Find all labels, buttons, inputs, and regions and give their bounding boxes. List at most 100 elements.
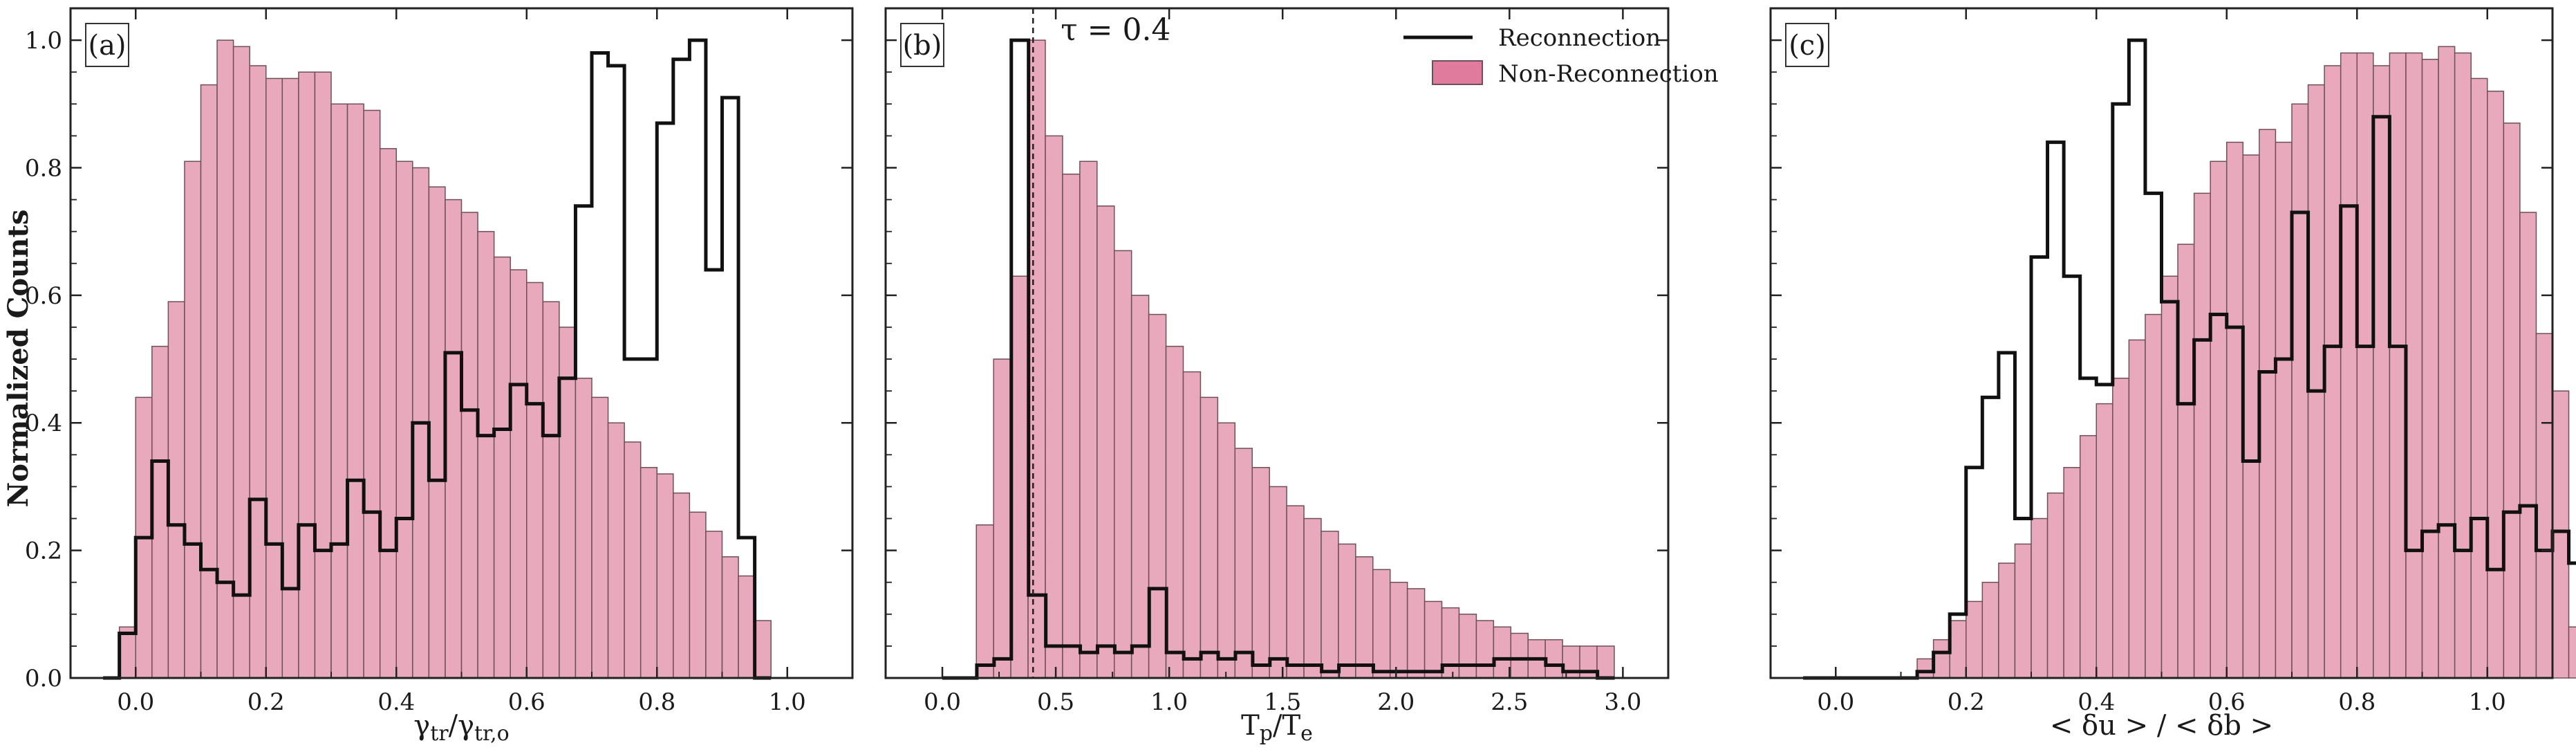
- panel-c-bar: [1932, 639, 1950, 679]
- panel-c-bar: [2373, 65, 2391, 679]
- panel-a-bar: [184, 161, 202, 679]
- panel-b-bar: [1544, 639, 1563, 679]
- panel-c-bar: [2046, 492, 2064, 679]
- panel-b-bar: [1200, 396, 1219, 679]
- panel-b-bar: [976, 524, 994, 679]
- panel-a-bar: [330, 103, 348, 679]
- panel-a-bar: [754, 620, 772, 679]
- panel-a-bar: [395, 161, 413, 679]
- panel-c-bar: [2193, 192, 2211, 679]
- x-tick-label: 3.0: [1604, 688, 1641, 716]
- panel-c-bar: [2291, 103, 2309, 679]
- panel-a-bar: [314, 71, 332, 679]
- panel-a-bar: [379, 148, 397, 679]
- panel-c-bar: [2487, 91, 2505, 679]
- panel-b-bar: [1493, 626, 1512, 679]
- panel-a-bar: [705, 531, 723, 679]
- panel-a-bar: [591, 396, 609, 679]
- panel-a-bars: [118, 39, 772, 679]
- panel-c-bar: [1949, 620, 1967, 679]
- panel-c-bar: [2470, 77, 2488, 679]
- x-tick-label: 0.2: [248, 688, 285, 716]
- panel-a-bar: [493, 256, 511, 679]
- panel-a-bar: [624, 441, 642, 679]
- panel-b-bar: [1269, 486, 1287, 679]
- x-tick-label: 1.0: [1150, 688, 1188, 716]
- panel-c-bar: [2275, 141, 2293, 679]
- panel-c-bar: [2259, 129, 2277, 679]
- panel-a-bar: [167, 301, 185, 679]
- panel-c-bar: [1981, 581, 1999, 679]
- panel-a-bar: [460, 212, 478, 679]
- panel-a-bar: [477, 230, 495, 679]
- panel-c-bar: [2356, 52, 2374, 679]
- panel-c-reconnection-line: [1803, 38, 2576, 680]
- panel-a-bar: [265, 77, 283, 679]
- panel-c-ticks: 0.0 0.2 0.4 0.6 0.8 1.0: [1771, 8, 2552, 716]
- panel-c-bar: [2421, 59, 2439, 679]
- panel-a-tag: (a): [88, 30, 126, 62]
- panel-c-bar: [1998, 562, 2016, 679]
- panel-b-reconnection-line: [942, 38, 1615, 680]
- x-tick-label: 0.4: [377, 688, 415, 716]
- panel-c-bar: [2503, 122, 2521, 679]
- x-tick-label: 0.6: [508, 688, 545, 716]
- panel-b-bar: [1027, 39, 1046, 679]
- panel-c-bar: [2535, 333, 2553, 679]
- panel-c-bar: [2145, 313, 2163, 679]
- panel-c-bar: [2096, 403, 2113, 679]
- panel-a-tag-box: [85, 23, 129, 67]
- panel-a-bar: [346, 103, 364, 679]
- panel-c-tag-box: [1785, 23, 1829, 67]
- panel-a-bar: [510, 269, 528, 679]
- panel-c-bar: [2160, 275, 2178, 679]
- panel-c-bar: [1916, 658, 1934, 679]
- y-tick-label: 1.0: [25, 27, 62, 55]
- panel-b-bar: [1096, 205, 1115, 679]
- panel-c-bar: [2014, 543, 2032, 679]
- panel-c-bar: [2112, 377, 2130, 679]
- panel-a-bar: [151, 345, 169, 679]
- panel-a-bar: [445, 199, 463, 679]
- panel-c-bar: [2454, 52, 2472, 679]
- panel-c-bar: [2389, 52, 2407, 679]
- panel-c-bar: [2128, 339, 2146, 679]
- panel-c-bar: [2568, 626, 2576, 679]
- panel-c-bar: [2242, 154, 2260, 679]
- x-tick-label: 2.0: [1377, 688, 1415, 716]
- panel-a-xlabel: γtr/γtr,o: [413, 710, 509, 746]
- panel-b-tag-box: [900, 23, 944, 67]
- x-tick-label: 0.6: [2208, 688, 2246, 716]
- panel-b-bar: [1406, 588, 1426, 679]
- panel-b-bar: [1596, 645, 1615, 679]
- panel-a-bar: [673, 492, 691, 679]
- panel-b-bar: [1130, 295, 1150, 679]
- x-tick-label: 0.0: [1817, 688, 1854, 716]
- panel-b-bar: [1389, 581, 1408, 679]
- panel-c-bar: [2552, 390, 2570, 679]
- panel-b-bar: [1372, 569, 1391, 679]
- panel-a-bar: [656, 473, 674, 679]
- x-tick-label: 0.8: [2338, 688, 2376, 716]
- panel-b-ticks: 0.0 0.5 1.0 1.5 2.0 2.5 3.0: [886, 8, 1668, 716]
- panel-b-bar: [1045, 135, 1063, 679]
- panel-a-bar: [428, 186, 446, 679]
- panel-a-bar: [298, 71, 316, 679]
- panel-b-bar: [1441, 607, 1460, 679]
- panel-c-bar: [2405, 52, 2423, 679]
- panel-a-bar: [607, 422, 625, 679]
- panel-a: 0.0 0.2 0.4 0.6 0.8 1.0 0.0 0.2 0.4 0.6 0.8 1.0 (a)…: [25, 7, 854, 746]
- panel-c-bar: [2324, 65, 2342, 679]
- panel-c-bar: [2079, 434, 2097, 679]
- panel-c-bar: [2177, 244, 2195, 679]
- panel-c-bars: [1916, 46, 2576, 679]
- x-tick-label: 0.0: [117, 688, 154, 716]
- panel-b-bar: [1251, 467, 1270, 679]
- panel-a-bar: [542, 301, 560, 679]
- x-tick-label: 0.8: [638, 688, 675, 716]
- panel-a-bar: [689, 511, 707, 679]
- panel-c-xlabel: < δu > / < δb >: [2050, 710, 2273, 742]
- panel-b-bar: [1338, 543, 1356, 679]
- panel-b-bar: [1458, 614, 1477, 679]
